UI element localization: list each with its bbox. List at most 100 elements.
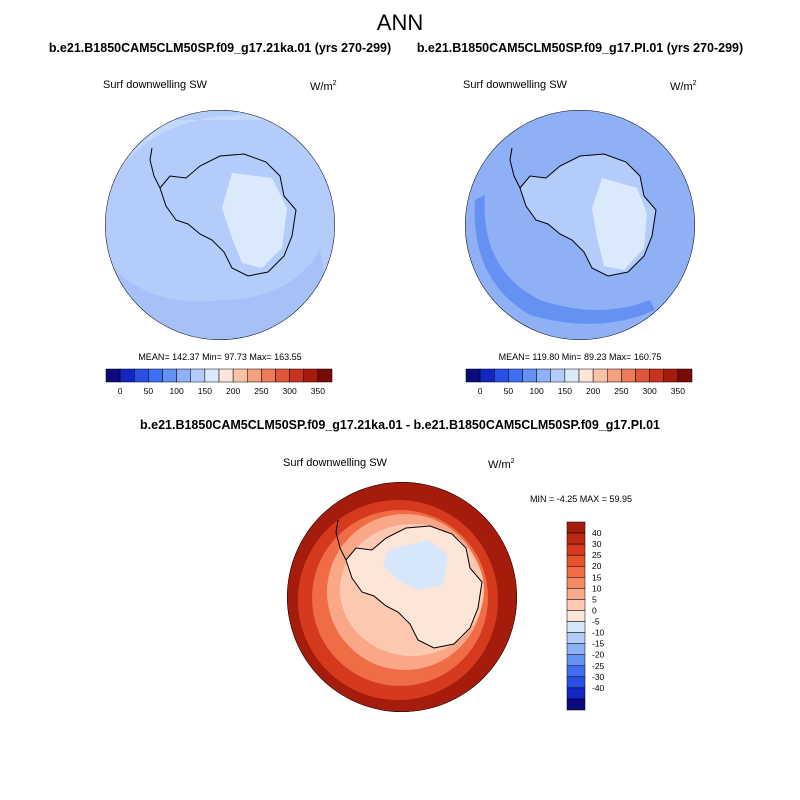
colorbar-box — [190, 368, 206, 383]
colorbar-label: -15 — [592, 639, 605, 649]
colorbar-box — [566, 543, 586, 556]
colorbar-box — [566, 588, 586, 600]
colorbar-label: -20 — [592, 650, 605, 660]
colorbar-box — [536, 368, 551, 383]
colorbar-box — [508, 368, 523, 383]
units-exponent: 2 — [511, 458, 515, 465]
colorbar-label: 25 — [592, 550, 602, 560]
colorbar-label: 0 — [478, 386, 483, 396]
variable-label: Surf downwelling SW — [283, 457, 388, 469]
colorbar-label: 200 — [586, 386, 600, 396]
colorbar-label: 50 — [504, 386, 514, 396]
stats: MIN = -4.25 MAX = 59.95 — [530, 494, 632, 504]
units-label: W/m2 — [488, 458, 515, 471]
colorbar-box — [289, 368, 304, 383]
variable-label: Surf downwelling SW — [463, 79, 568, 91]
colorbar-box — [607, 368, 622, 383]
colorbar-label: 250 — [614, 386, 628, 396]
colorbar-label: -30 — [592, 672, 605, 682]
colorbar-box — [566, 565, 586, 578]
colorbar-box — [566, 665, 586, 678]
units-exponent: 2 — [333, 80, 337, 87]
colorbar-box — [119, 368, 135, 383]
stats: MEAN= 119.80 Min= 89.23 Max= 160.75 — [499, 352, 662, 362]
map — [105, 110, 335, 340]
colorbar-label: 250 — [254, 386, 268, 396]
colorbar-box — [566, 698, 586, 711]
colorbar-label: 40 — [592, 528, 602, 538]
colorbar-label: 300 — [283, 386, 297, 396]
colorbar-box — [176, 368, 191, 383]
units-label: W/m2 — [310, 80, 337, 93]
colorbar-box — [218, 368, 234, 383]
colorbar-box — [566, 532, 586, 545]
colorbar-label: -40 — [592, 683, 605, 693]
colorbar-box — [649, 368, 664, 383]
colorbar-label: 50 — [144, 386, 154, 396]
colorbar-label: -5 — [592, 617, 600, 627]
units: W/m — [488, 459, 511, 471]
colorbar-box — [566, 599, 586, 611]
colorbar-label: -25 — [592, 661, 605, 671]
colorbar-label: -10 — [592, 628, 605, 638]
map — [465, 110, 695, 340]
units-label: W/m2 — [670, 80, 697, 93]
figure-title: ANN — [377, 10, 423, 35]
colorbar-label: 100 — [530, 386, 544, 396]
colorbar-box — [204, 368, 220, 383]
colorbar-box — [566, 687, 586, 700]
colorbar-box — [635, 368, 650, 383]
colorbar-box — [303, 368, 319, 383]
colorbar-box — [566, 632, 586, 644]
colorbar-box — [232, 368, 248, 383]
colorbar-label: 150 — [198, 386, 212, 396]
colorbar-box — [247, 368, 262, 383]
colorbar-box — [261, 368, 276, 383]
colorbar-label: 10 — [592, 583, 602, 593]
colorbar-box — [317, 368, 333, 383]
colorbar-label: 20 — [592, 561, 602, 571]
colorbar-label: 200 — [226, 386, 240, 396]
colorbar-box — [592, 368, 608, 383]
colorbar-box — [677, 368, 693, 383]
colorbar-box — [621, 368, 636, 383]
colorbar-label: 5 — [592, 594, 597, 604]
colorbar-box — [566, 654, 586, 667]
colorbar-label: 100 — [170, 386, 184, 396]
colorbar-box — [578, 368, 594, 383]
colorbar-box — [148, 368, 163, 383]
variable-label: Surf downwelling SW — [103, 79, 208, 91]
colorbar-box — [564, 368, 580, 383]
units: W/m — [670, 81, 693, 93]
colorbar-label: 30 — [592, 539, 602, 549]
colorbar-box — [134, 368, 149, 383]
units-exponent: 2 — [693, 80, 697, 87]
colorbar-box — [522, 368, 537, 383]
colorbar-label: 0 — [118, 386, 123, 396]
map — [287, 482, 517, 712]
panel-title: b.e21.B1850CAM5CLM50SP.f09_g17.PI.01 (yr… — [417, 41, 743, 55]
colorbar-label: 0 — [592, 605, 597, 615]
colorbar-label: 350 — [671, 386, 685, 396]
colorbar-box — [479, 368, 495, 383]
colorbar-box — [566, 577, 586, 589]
units: W/m — [310, 81, 333, 93]
stats: MEAN= 142.37 Min= 97.73 Max= 163.55 — [138, 352, 301, 362]
colorbar-label: 350 — [311, 386, 325, 396]
colorbar-box — [566, 643, 586, 655]
colorbar-box — [566, 621, 586, 633]
colorbar-label: 300 — [643, 386, 657, 396]
colorbar-box — [550, 368, 566, 383]
colorbar-box — [105, 368, 121, 383]
colorbar-label: 150 — [558, 386, 572, 396]
colorbar-box — [494, 368, 509, 383]
colorbar-label: 15 — [592, 572, 602, 582]
colorbar-box — [162, 368, 177, 383]
panel-title: b.e21.B1850CAM5CLM50SP.f09_g17.21ka.01 -… — [140, 418, 660, 432]
colorbar-box — [566, 554, 586, 567]
colorbar-box — [663, 368, 679, 383]
colorbar-box — [275, 368, 290, 383]
colorbar-box — [566, 610, 586, 622]
colorbar-box — [566, 521, 586, 534]
